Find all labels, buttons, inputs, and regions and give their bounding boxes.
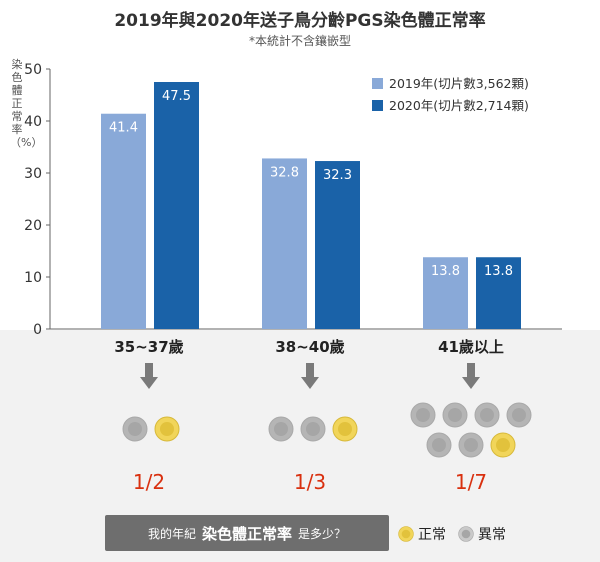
ratio-1: 1/2 (132, 470, 166, 494)
normal-cell-icon (398, 526, 414, 542)
normal-embryo-icon (154, 416, 180, 442)
bar-2-2 (315, 161, 360, 329)
y-tick-label: 50 (24, 62, 42, 78)
abnormal-embryo-icon (410, 402, 436, 428)
legend-normal: 正常 (398, 524, 446, 544)
legend-abnormal: 異常 (458, 524, 506, 544)
abnormal-cell-icon (458, 526, 474, 542)
legend-label-2: 2020年(切片數2,714顆) (389, 98, 529, 113)
bar-value-label: 13.8 (484, 264, 513, 279)
question-suffix: 是多少？ (298, 526, 347, 541)
abnormal-embryo-icon (300, 416, 326, 442)
bar-value-label: 41.4 (109, 121, 138, 136)
bar-1-1 (101, 113, 146, 329)
question-prefix: 我的年紀 (147, 526, 196, 541)
abnormal-embryo-icon (458, 432, 484, 458)
abnormal-embryo-icon (122, 416, 148, 442)
group-label-1: 35~37歲 (114, 338, 184, 356)
down-arrow-icon (462, 363, 480, 389)
bar-value-label: 32.3 (323, 168, 352, 183)
question-banner: 我的年紀 染色體正常率 是多少？ (105, 515, 389, 551)
down-arrow-icon (140, 363, 158, 389)
abnormal-embryo-icon (426, 432, 452, 458)
ratio-2: 1/3 (293, 470, 327, 494)
bar-1-2 (262, 158, 307, 329)
bar-2-3 (476, 257, 521, 329)
y-tick-label: 20 (24, 218, 42, 234)
normal-embryo-icon (490, 432, 516, 458)
abnormal-embryo-icon (474, 402, 500, 428)
legend-label-1: 2019年(切片數3,562顆) (389, 76, 529, 91)
bar-value-label: 13.8 (431, 264, 460, 279)
bar-2-1 (154, 82, 199, 329)
normal-embryo-icon (332, 416, 358, 442)
y-tick-label: 40 (24, 114, 42, 130)
group-label-3: 41歲以上 (438, 338, 504, 356)
question-emphasis: 染色體正常率 (201, 524, 292, 543)
legend-swatch-1 (372, 78, 383, 89)
y-tick-label: 10 (24, 270, 42, 286)
page-subtitle: *本統計不含鑲嵌型 (248, 34, 351, 48)
y-tick-label: 0 (33, 322, 42, 338)
group-label-2: 38~40歲 (275, 338, 345, 356)
bar-value-label: 32.8 (270, 165, 299, 180)
ratio-3: 1/7 (454, 470, 488, 494)
abnormal-embryo-icon (506, 402, 532, 428)
legend-swatch-2 (372, 100, 383, 111)
y-tick-label: 30 (24, 166, 42, 182)
bar-value-label: 47.5 (162, 89, 191, 104)
abnormal-embryo-icon (268, 416, 294, 442)
abnormal-embryo-icon (442, 402, 468, 428)
legend-normal-label: 正常 (418, 527, 446, 543)
bar-1-3 (423, 257, 468, 329)
legend-abnormal-label: 異常 (478, 527, 506, 543)
page-title: 2019年與2020年送子鳥分齡PGS染色體正常率 (114, 11, 486, 31)
down-arrow-icon (301, 363, 319, 389)
